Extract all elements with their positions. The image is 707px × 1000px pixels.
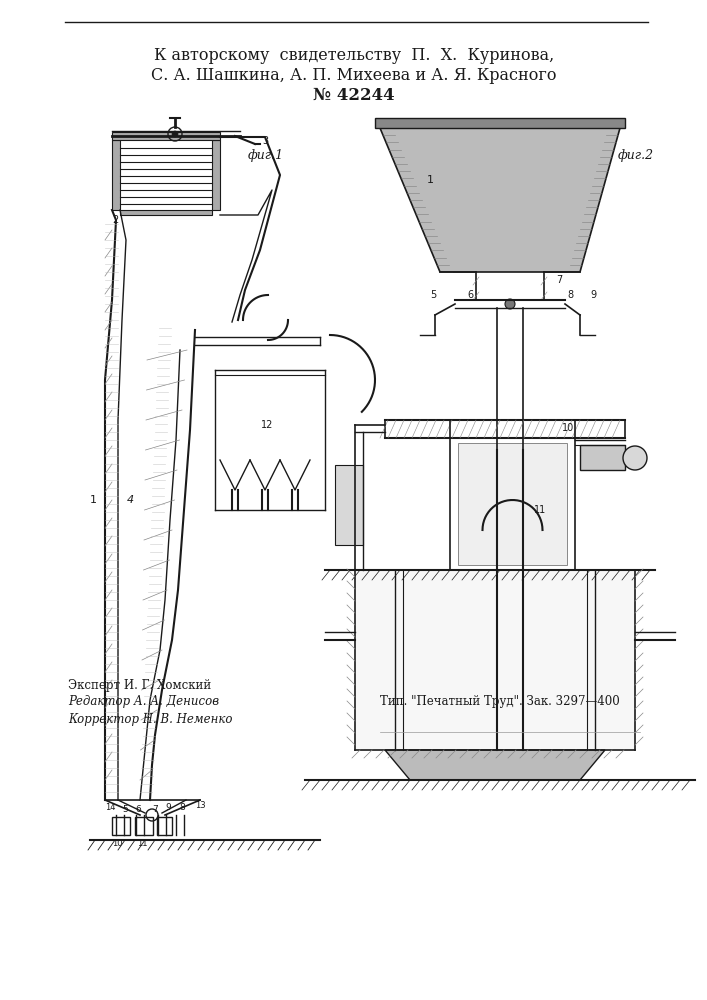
- Text: 14: 14: [105, 802, 115, 812]
- Bar: [580, 445, 625, 470]
- Text: 1: 1: [90, 495, 96, 505]
- Text: Корректор Н. В. Неменко: Корректор Н. В. Неменко: [68, 712, 233, 726]
- Circle shape: [505, 299, 515, 309]
- Bar: [375, 118, 625, 128]
- Bar: [157, 817, 172, 835]
- Text: фиг.2: фиг.2: [618, 148, 654, 161]
- Text: 4: 4: [127, 495, 134, 505]
- Text: 9: 9: [165, 804, 171, 812]
- Bar: [135, 817, 153, 835]
- Text: 11: 11: [137, 838, 148, 848]
- FancyBboxPatch shape: [335, 465, 363, 545]
- Text: Тип. "Печатный Труд". Зак. 3297—400: Тип. "Печатный Труд". Зак. 3297—400: [380, 696, 620, 708]
- Bar: [356, 570, 634, 749]
- Circle shape: [172, 131, 178, 137]
- Text: 10: 10: [562, 423, 574, 433]
- Bar: [458, 443, 567, 565]
- Text: 3: 3: [262, 136, 268, 146]
- Text: 5: 5: [430, 290, 436, 300]
- Text: К авторскому  свидетельству  П.  Х.  Куринова,: К авторскому свидетельству П. Х. Куринов…: [154, 46, 554, 64]
- Polygon shape: [380, 128, 620, 272]
- Circle shape: [623, 446, 647, 470]
- Text: 10: 10: [112, 838, 122, 848]
- Text: фиг.1: фиг.1: [248, 148, 284, 161]
- Bar: [212, 140, 220, 210]
- Text: 11: 11: [534, 505, 546, 515]
- Bar: [112, 817, 130, 835]
- Polygon shape: [385, 750, 605, 780]
- Text: 8: 8: [567, 290, 573, 300]
- Text: 7: 7: [152, 806, 158, 814]
- Text: № 42244: № 42244: [313, 87, 395, 104]
- Text: 12: 12: [261, 420, 273, 430]
- Bar: [120, 210, 212, 215]
- Text: 5: 5: [122, 806, 128, 814]
- Text: Эксперт И. Г. Хомский: Эксперт И. Г. Хомский: [68, 678, 211, 692]
- Bar: [112, 140, 120, 210]
- Bar: [112, 132, 220, 140]
- Text: 2: 2: [112, 215, 118, 225]
- Text: 7: 7: [556, 275, 562, 285]
- Text: 9: 9: [590, 290, 596, 300]
- Text: 1: 1: [426, 175, 433, 185]
- Text: 6: 6: [467, 290, 473, 300]
- Text: 6: 6: [135, 806, 141, 814]
- Text: 8: 8: [179, 804, 185, 812]
- Text: Редактор А. А. Денисов: Редактор А. А. Денисов: [68, 696, 219, 708]
- Text: 13: 13: [194, 800, 205, 810]
- Text: С. А. Шашкина, А. П. Михеева и А. Я. Красного: С. А. Шашкина, А. П. Михеева и А. Я. Кра…: [151, 66, 556, 84]
